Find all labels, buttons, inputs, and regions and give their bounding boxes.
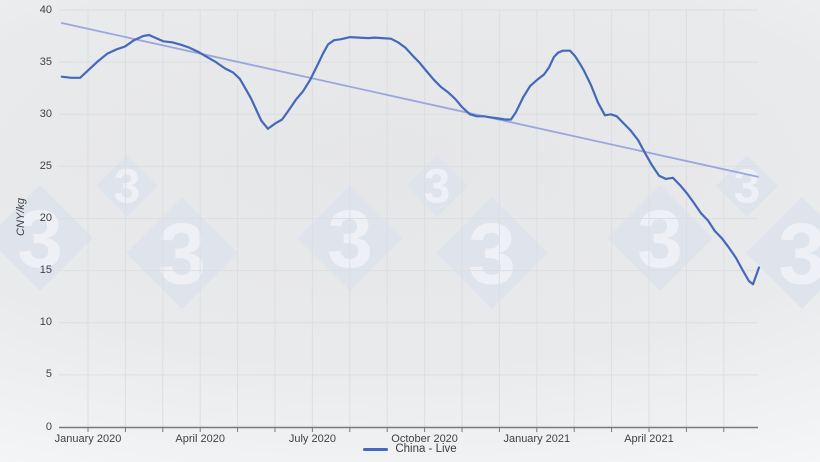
- y-tick-label: 25: [39, 159, 52, 172]
- x-axis: [59, 426, 758, 432]
- legend-line-swatch: [363, 447, 389, 451]
- watermark-3-glyph: 3: [158, 207, 206, 303]
- watermark-diamond: [436, 197, 548, 309]
- x-tick-label: January 2021: [503, 433, 571, 445]
- y-tick-label: 35: [39, 55, 52, 68]
- x-tick-label: July 2020: [288, 433, 336, 445]
- watermark-3-glyph: 3: [637, 194, 683, 285]
- watermark-333-logo: 33 333 333 3: [0, 155, 820, 309]
- y-tick-label: 0: [45, 420, 52, 433]
- y-tick-label: 10: [39, 316, 52, 329]
- x-tick-label: April 2020: [175, 433, 225, 445]
- watermark-diamond: [96, 155, 158, 217]
- y-tick-label: 5: [45, 368, 52, 381]
- y-tick-label: 40: [39, 3, 52, 16]
- x-tick-label: January 2020: [54, 433, 122, 445]
- watermark-3-glyph: 3: [778, 207, 820, 303]
- y-tick-label: 30: [39, 107, 52, 120]
- watermark-3-glyph: 3: [468, 207, 516, 303]
- watermark-3-glyph: 3: [734, 160, 761, 213]
- y-tick-label: 20: [39, 212, 52, 224]
- series-linear-trend: [60, 22, 759, 178]
- watermark-diamond: [406, 155, 468, 217]
- series-china-live: [60, 33, 761, 286]
- watermark-diamond: [0, 185, 93, 291]
- gridlines: [59, 9, 758, 427]
- x-tick-label: October 2020: [391, 433, 458, 445]
- legend: China - Live: [0, 443, 820, 455]
- x-tick-label: April 2021: [624, 433, 674, 445]
- watermark-3-glyph: 3: [424, 160, 451, 213]
- legend-item-label[interactable]: China - Live: [395, 443, 457, 455]
- watermark-3-glyph: 3: [17, 194, 63, 285]
- watermark-diamond: [746, 197, 820, 309]
- watermark-3-glyph: 3: [114, 160, 141, 213]
- watermark-diamond: [126, 197, 238, 309]
- y-tick-label: 15: [39, 264, 52, 277]
